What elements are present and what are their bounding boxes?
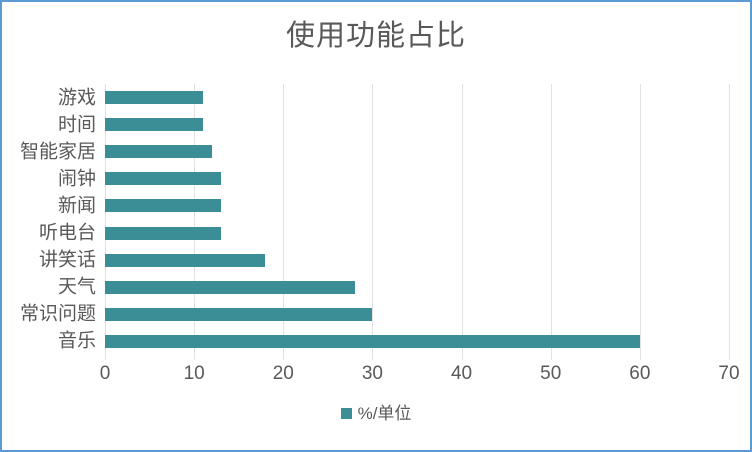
x-tick-label-50: 50 [540, 363, 562, 384]
tick-mark-x-30 [372, 355, 374, 360]
x-tick-label-70: 70 [718, 363, 740, 384]
x-axis: 0 10 20 30 40 50 60 70 [100, 363, 740, 384]
bar [105, 172, 221, 186]
category-label: 智能家居 [19, 141, 96, 163]
category-label: 常识问题 [19, 303, 96, 325]
category-label: 闹钟 [57, 168, 96, 190]
bar-rows: 游戏时间智能家居闹钟新闻听电台讲笑话天气常识问题音乐 [20, 84, 729, 355]
bar [105, 118, 204, 132]
category-label: 游戏 [57, 87, 96, 109]
tick-mark-x-40 [461, 355, 463, 360]
tick-mark-x-20 [283, 355, 285, 360]
plot-area: 游戏时间智能家居闹钟新闻听电台讲笑话天气常识问题音乐 [20, 84, 730, 360]
gridline-x-60 [639, 84, 641, 355]
legend-label: %/单位 [357, 404, 412, 423]
x-tick-label-10: 10 [183, 363, 205, 384]
gridline-x-50 [550, 84, 552, 355]
category-label: 讲笑话 [38, 249, 96, 271]
gridline-x-20 [283, 84, 285, 355]
bar [105, 253, 266, 267]
tick-mark-x-70 [729, 355, 730, 360]
gridline-x-30 [372, 84, 374, 355]
legend: %/单位 [2, 405, 750, 422]
tick-mark-x-0 [105, 355, 106, 360]
tick-mark-x-50 [550, 355, 552, 360]
tick-mark-x-10 [194, 355, 196, 360]
bar [105, 199, 221, 213]
bar-row: 讲笑话 [39, 247, 729, 274]
bar-row: 音乐 [58, 328, 729, 355]
x-tick-label-40: 40 [450, 363, 473, 384]
bar-row: 常识问题 [20, 301, 729, 328]
bar-row: 时间 [58, 111, 729, 138]
bar-row: 听电台 [39, 219, 729, 246]
bar [105, 145, 212, 159]
category-label: 新闻 [57, 195, 96, 217]
x-tick-label-30: 30 [361, 363, 383, 384]
legend-swatch-icon [340, 408, 352, 419]
gridline-x-0 [105, 84, 106, 355]
bar [105, 280, 355, 294]
category-label: 天气 [57, 276, 96, 298]
bar [105, 91, 204, 105]
gridline-x-10 [194, 84, 196, 355]
gridline-x-70 [729, 84, 730, 355]
chart-title: 使用功能占比 [285, 20, 466, 52]
bar-row: 天气 [58, 274, 729, 301]
tick-mark-x-60 [639, 355, 641, 360]
gridline-x-40 [461, 84, 463, 355]
category-label: 音乐 [57, 330, 96, 352]
bar [105, 307, 373, 321]
x-tick-label-20: 20 [272, 363, 294, 384]
bar [105, 226, 221, 240]
category-label: 时间 [57, 114, 96, 136]
bar [105, 334, 640, 348]
bar-row: 游戏 [58, 84, 729, 111]
bar-row: 智能家居 [20, 138, 729, 165]
x-tick-label-60: 60 [629, 363, 651, 384]
x-tick-label-0: 0 [99, 363, 111, 384]
bar-row: 闹钟 [58, 165, 729, 192]
bar-row: 新闻 [58, 192, 729, 219]
category-label: 听电台 [38, 222, 96, 244]
